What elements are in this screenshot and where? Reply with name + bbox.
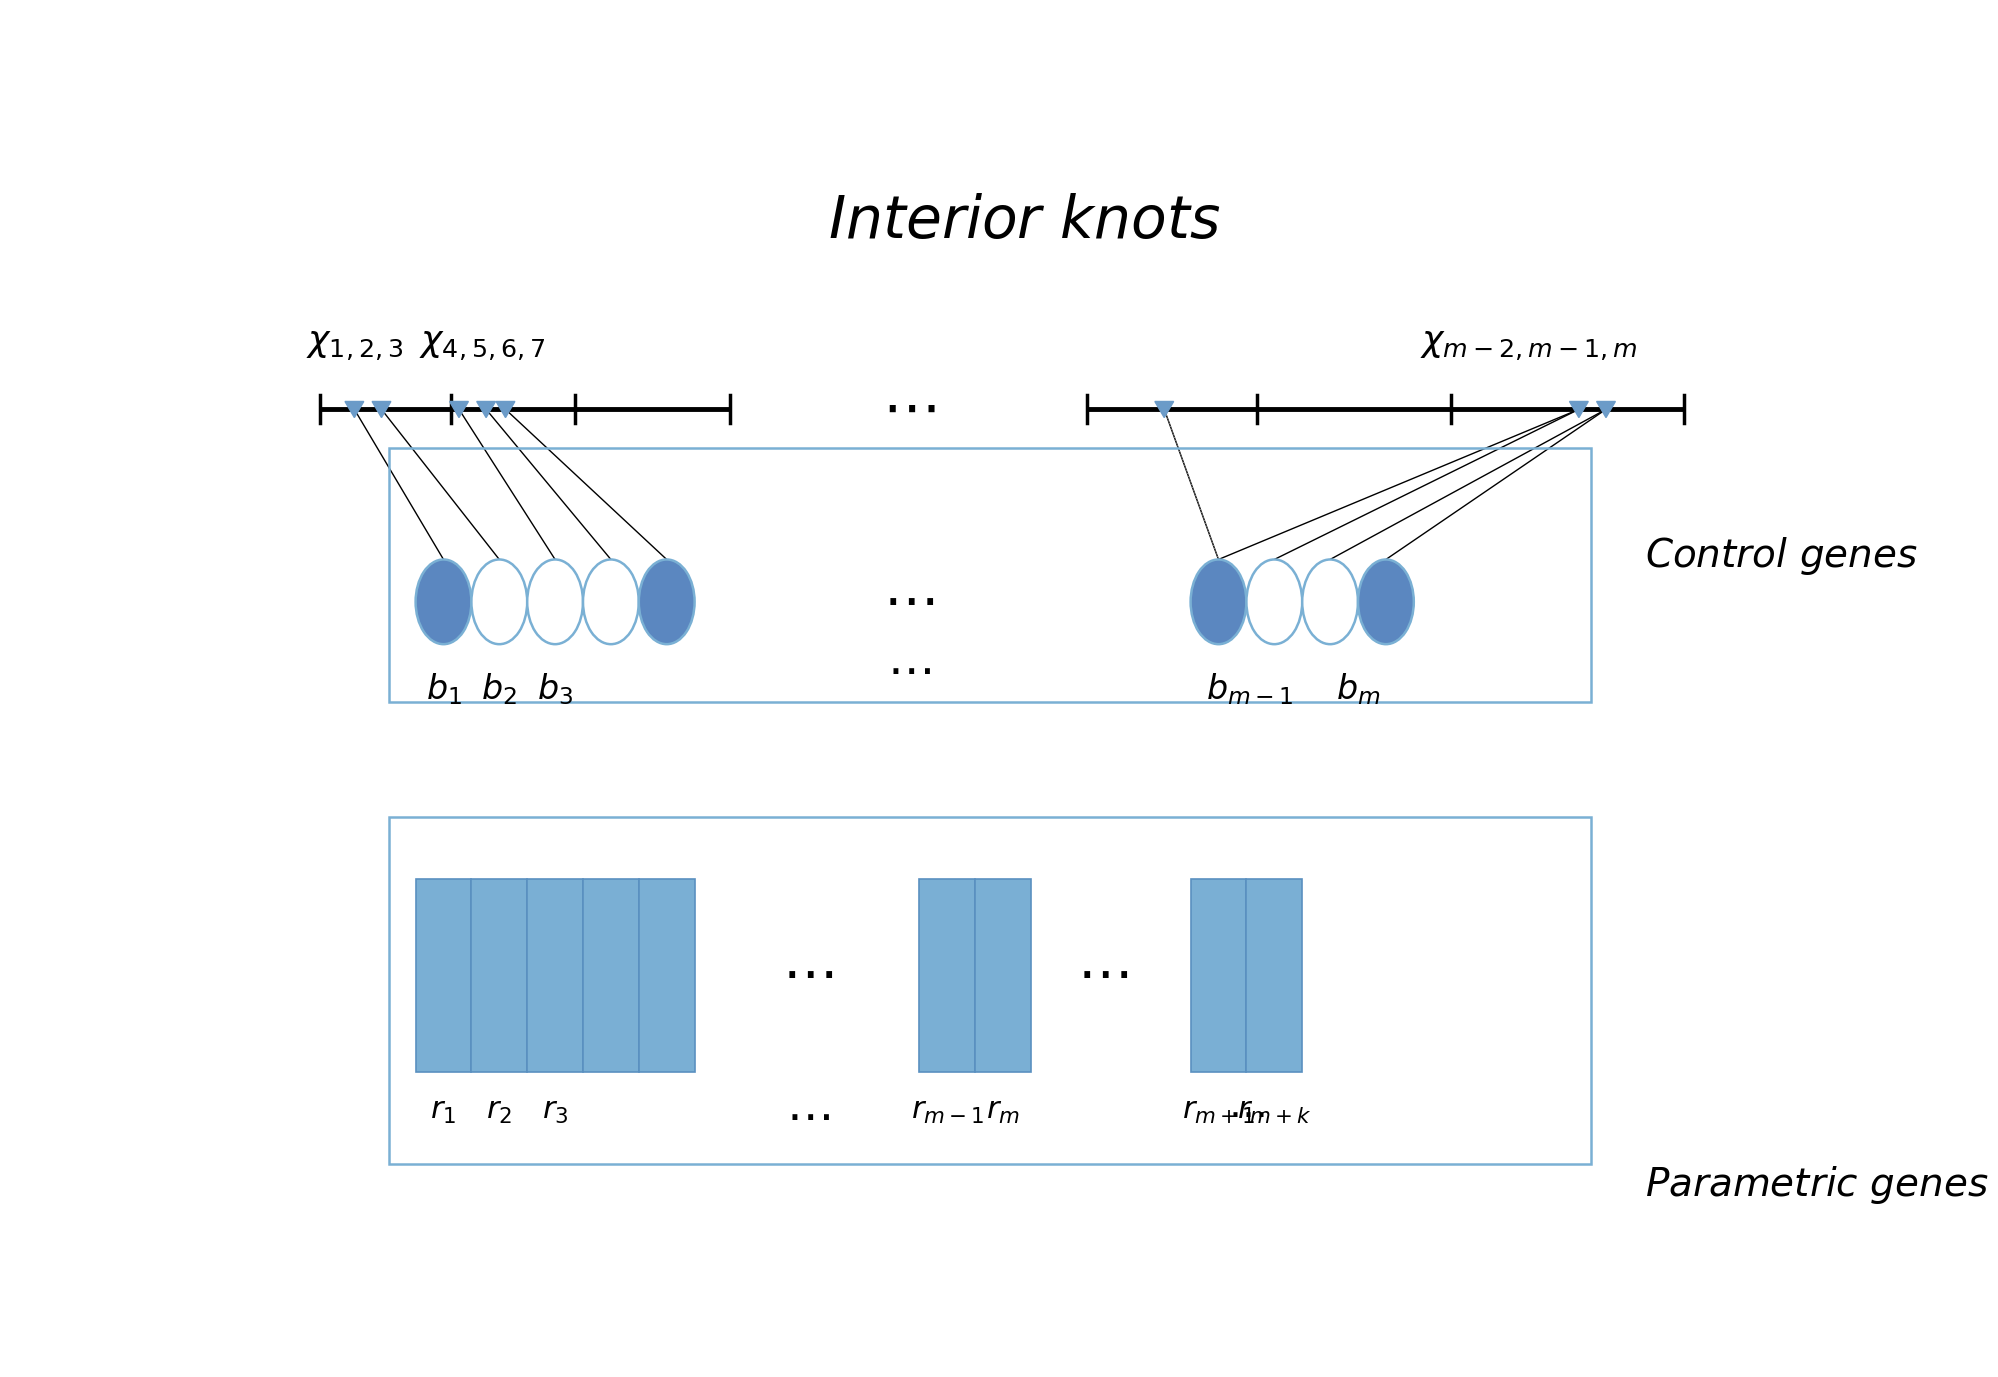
Ellipse shape xyxy=(527,559,583,644)
Text: $\cdots$: $\cdots$ xyxy=(1229,1095,1265,1133)
Polygon shape xyxy=(478,402,496,417)
Bar xyxy=(1191,879,1247,1071)
Text: $r_1$: $r_1$ xyxy=(430,1095,458,1125)
Text: $b_2$: $b_2$ xyxy=(482,671,517,706)
Text: $r_m$: $r_m$ xyxy=(987,1095,1021,1125)
Polygon shape xyxy=(496,402,515,417)
Text: $r_{m+k}$: $r_{m+k}$ xyxy=(1237,1095,1311,1125)
Polygon shape xyxy=(1596,402,1614,417)
Text: $r_3$: $r_3$ xyxy=(541,1095,567,1125)
Text: $\chi_{m-2,m-1,m}$: $\chi_{m-2,m-1,m}$ xyxy=(1421,329,1636,364)
Bar xyxy=(583,879,639,1071)
Text: $\cdots$: $\cdots$ xyxy=(883,574,933,629)
Text: $r_{m-1}$: $r_{m-1}$ xyxy=(911,1095,983,1125)
Polygon shape xyxy=(450,402,468,417)
Text: $\mathit{Interior\ knots}$: $\mathit{Interior\ knots}$ xyxy=(827,194,1221,249)
Ellipse shape xyxy=(1359,559,1415,644)
Bar xyxy=(919,879,975,1071)
Text: $\cdots$: $\cdots$ xyxy=(785,1095,829,1140)
Text: $\mathit{Control\ genes}$: $\mathit{Control\ genes}$ xyxy=(1644,534,1918,577)
Polygon shape xyxy=(346,402,364,417)
Polygon shape xyxy=(1570,402,1588,417)
Ellipse shape xyxy=(1247,559,1303,644)
Bar xyxy=(472,879,527,1071)
Polygon shape xyxy=(372,402,392,417)
Text: $\cdots$: $\cdots$ xyxy=(881,381,935,438)
Bar xyxy=(975,879,1031,1071)
Text: $\mathit{Parametric\ genes}$: $\mathit{Parametric\ genes}$ xyxy=(1644,1164,1988,1206)
Bar xyxy=(1247,879,1303,1071)
Text: $\chi_{4,5,6,7}$: $\chi_{4,5,6,7}$ xyxy=(420,329,545,364)
Text: $b_{m-1}$: $b_{m-1}$ xyxy=(1207,671,1293,706)
Text: $b_3$: $b_3$ xyxy=(537,671,573,706)
Ellipse shape xyxy=(416,559,472,644)
Text: $b_1$: $b_1$ xyxy=(426,671,462,706)
Polygon shape xyxy=(1155,402,1173,417)
Ellipse shape xyxy=(583,559,639,644)
Bar xyxy=(527,879,583,1071)
Bar xyxy=(639,879,695,1071)
Ellipse shape xyxy=(639,559,695,644)
Text: $\cdots$: $\cdots$ xyxy=(1077,949,1127,1002)
Text: $b_m$: $b_m$ xyxy=(1337,671,1381,706)
Text: $r_2$: $r_2$ xyxy=(486,1095,511,1125)
Text: $\cdots$: $\cdots$ xyxy=(887,649,931,694)
Bar xyxy=(416,879,472,1071)
Text: $\chi_{1,2,3}$: $\chi_{1,2,3}$ xyxy=(306,329,404,364)
Ellipse shape xyxy=(1191,559,1247,644)
Ellipse shape xyxy=(472,559,527,644)
Text: $r_{m+1}$: $r_{m+1}$ xyxy=(1183,1095,1255,1125)
Text: $\cdots$: $\cdots$ xyxy=(783,949,833,1002)
Ellipse shape xyxy=(1303,559,1359,644)
